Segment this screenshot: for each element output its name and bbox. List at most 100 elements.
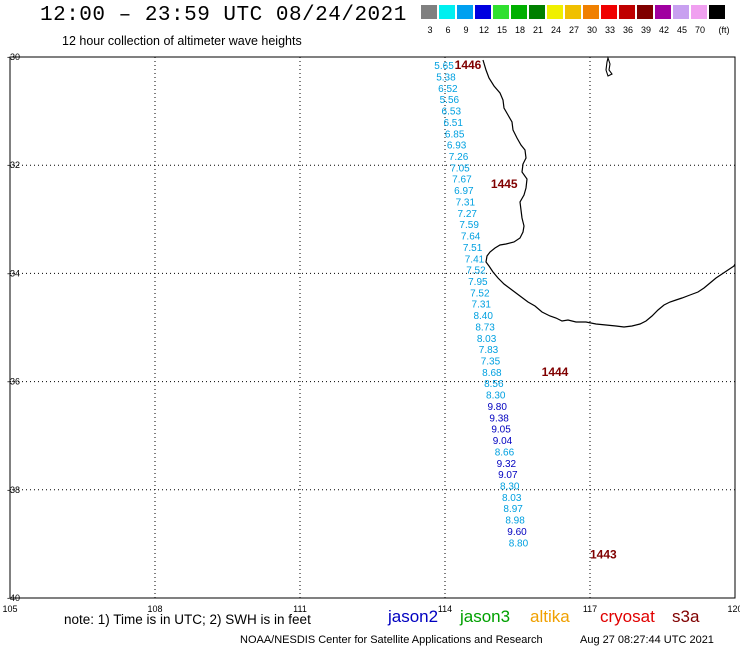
legend-swatch bbox=[709, 5, 726, 19]
longitude-tick-label: 111 bbox=[293, 604, 307, 614]
legend-unit-label: (ft) bbox=[718, 25, 730, 35]
legend-swatch-label: 24 bbox=[550, 25, 561, 35]
legend-swatch-label: 27 bbox=[568, 25, 579, 35]
wave-height-value: 7.83 bbox=[479, 345, 499, 356]
wave-height-value: 7.05 bbox=[450, 163, 470, 174]
wave-height-value: 7.52 bbox=[466, 266, 486, 277]
wave-height-value: 8.97 bbox=[503, 504, 523, 515]
pass-time-label: 1445 bbox=[491, 177, 518, 191]
wave-height-value: 9.80 bbox=[487, 402, 507, 413]
wave-height-value: 6.52 bbox=[438, 84, 458, 95]
wave-height-value: 5.38 bbox=[436, 72, 456, 83]
map-frame bbox=[9, 56, 736, 599]
pass-time-labels: 1446 1445 1444 1443 bbox=[455, 58, 617, 562]
generated-timestamp: Aug 27 08:27:44 UTC 2021 bbox=[580, 634, 714, 646]
legend-swatch-label: 15 bbox=[496, 25, 507, 35]
longitude-tick-label: 114 bbox=[438, 604, 452, 614]
wave-height-value: 5.56 bbox=[440, 95, 460, 106]
wave-height-value: 8.66 bbox=[495, 447, 515, 458]
wave-height-value: 9.32 bbox=[497, 459, 517, 470]
axis-labels: 105 108 111 114 117 120 -30 -32 -34 -36 -38 -40 bbox=[2, 52, 740, 614]
wave-height-value: 8.56 bbox=[484, 379, 504, 390]
wave-height-value: 7.51 bbox=[463, 243, 483, 254]
wave-height-value: 7.27 bbox=[457, 209, 477, 220]
wave-height-value: 8.03 bbox=[477, 334, 497, 345]
coastline bbox=[482, 56, 736, 328]
pass-time-label: 1444 bbox=[542, 365, 569, 379]
pass-time-label: 1446 bbox=[455, 58, 482, 72]
wave-height-value: 8.68 bbox=[482, 368, 502, 379]
wave-height-value: 7.64 bbox=[461, 232, 481, 243]
color-legend: 3 6 9 12 15 18 21 24 27 30 33 36 39 42 45 70 (ft) bbox=[421, 5, 730, 39]
legend-swatch bbox=[511, 5, 528, 19]
wave-height-value: 6.53 bbox=[442, 107, 462, 118]
legend-swatch bbox=[601, 5, 618, 19]
wave-height-value: 7.41 bbox=[465, 254, 485, 265]
legend-swatch-label: 9 bbox=[463, 25, 469, 35]
legend-swatch bbox=[565, 5, 582, 19]
legend-swatch-label: 21 bbox=[532, 25, 543, 35]
latitude-tick-label: -30 bbox=[7, 52, 20, 62]
longitude-tick-label: 105 bbox=[2, 604, 17, 614]
legend-swatch bbox=[421, 5, 438, 19]
wave-height-value: 7.95 bbox=[468, 277, 488, 288]
satellite-legend-item: cryosat bbox=[600, 607, 655, 626]
altimeter-track: 5.655.386.525.566.536.516.856.937.267.05… bbox=[434, 61, 528, 549]
legend-swatch bbox=[457, 5, 474, 19]
wave-height-value: 6.85 bbox=[445, 129, 465, 140]
legend-swatch-label: 18 bbox=[514, 25, 525, 35]
longitude-tick-label: 117 bbox=[583, 604, 597, 614]
western-australia-coastline bbox=[482, 59, 736, 328]
wave-height-value: 9.04 bbox=[493, 436, 513, 447]
latitude-tick-label: -38 bbox=[7, 485, 20, 495]
map-grid bbox=[10, 57, 735, 598]
wave-height-value: 9.05 bbox=[491, 425, 511, 436]
pass-time-label: 1443 bbox=[590, 548, 617, 562]
legend-swatch bbox=[655, 5, 672, 19]
offshore-island-outline bbox=[605, 56, 613, 77]
satellite-legend-item: jason2 bbox=[388, 607, 439, 626]
wave-height-value: 5.65 bbox=[434, 61, 454, 72]
legend-swatch-label: 12 bbox=[478, 25, 489, 35]
legend-swatch bbox=[475, 5, 492, 19]
wave-height-value: 6.93 bbox=[447, 141, 467, 152]
page-subtitle: 12 hour collection of altimeter wave hei… bbox=[62, 34, 302, 48]
wave-height-value: 7.35 bbox=[481, 357, 501, 368]
legend-swatch bbox=[583, 5, 600, 19]
legend-swatch-label: 30 bbox=[586, 25, 597, 35]
legend-swatch-label: 39 bbox=[640, 25, 651, 35]
longitude-tick-label: 108 bbox=[147, 604, 162, 614]
wave-height-value: 7.31 bbox=[472, 300, 492, 311]
latitude-tick-label: -32 bbox=[7, 160, 20, 170]
legend-swatch-label: 36 bbox=[622, 25, 633, 35]
wave-height-value: 8.30 bbox=[486, 391, 506, 402]
wave-height-value: 8.03 bbox=[502, 493, 522, 504]
latitude-tick-label: -36 bbox=[7, 377, 20, 387]
wave-height-value: 7.59 bbox=[459, 220, 479, 231]
legend-swatch-label: 42 bbox=[658, 25, 669, 35]
wave-height-value: 9.60 bbox=[507, 527, 527, 538]
legend-swatch bbox=[691, 5, 708, 19]
legend-swatch bbox=[547, 5, 564, 19]
wave-height-value: 7.31 bbox=[456, 197, 476, 208]
legend-swatch-label: 33 bbox=[604, 25, 615, 35]
satellite-legend-item: s3a bbox=[672, 607, 700, 626]
credit-line: NOAA/NESDIS Center for Satellite Applica… bbox=[240, 634, 543, 646]
legend-swatch-label: 70 bbox=[694, 25, 705, 35]
latitude-tick-label: -40 bbox=[7, 593, 20, 603]
wave-height-value: 9.38 bbox=[489, 413, 509, 424]
legend-swatch bbox=[493, 5, 510, 19]
legend-swatch bbox=[529, 5, 546, 19]
wave-height-value: 6.97 bbox=[454, 186, 474, 197]
wave-height-value: 8.40 bbox=[473, 311, 493, 322]
wave-height-value: 8.73 bbox=[475, 322, 495, 333]
wave-height-value: 8.30 bbox=[500, 481, 520, 492]
footer-note: note: 1) Time is in UTC; 2) SWH is in fe… bbox=[64, 612, 311, 627]
wave-height-value: 8.98 bbox=[505, 516, 525, 527]
longitude-tick-label: 120 bbox=[727, 604, 740, 614]
wave-height-value: 6.51 bbox=[443, 118, 463, 129]
legend-swatch-label: 45 bbox=[676, 25, 687, 35]
wave-height-value: 8.80 bbox=[509, 538, 529, 549]
wave-height-value: 7.52 bbox=[470, 288, 490, 299]
